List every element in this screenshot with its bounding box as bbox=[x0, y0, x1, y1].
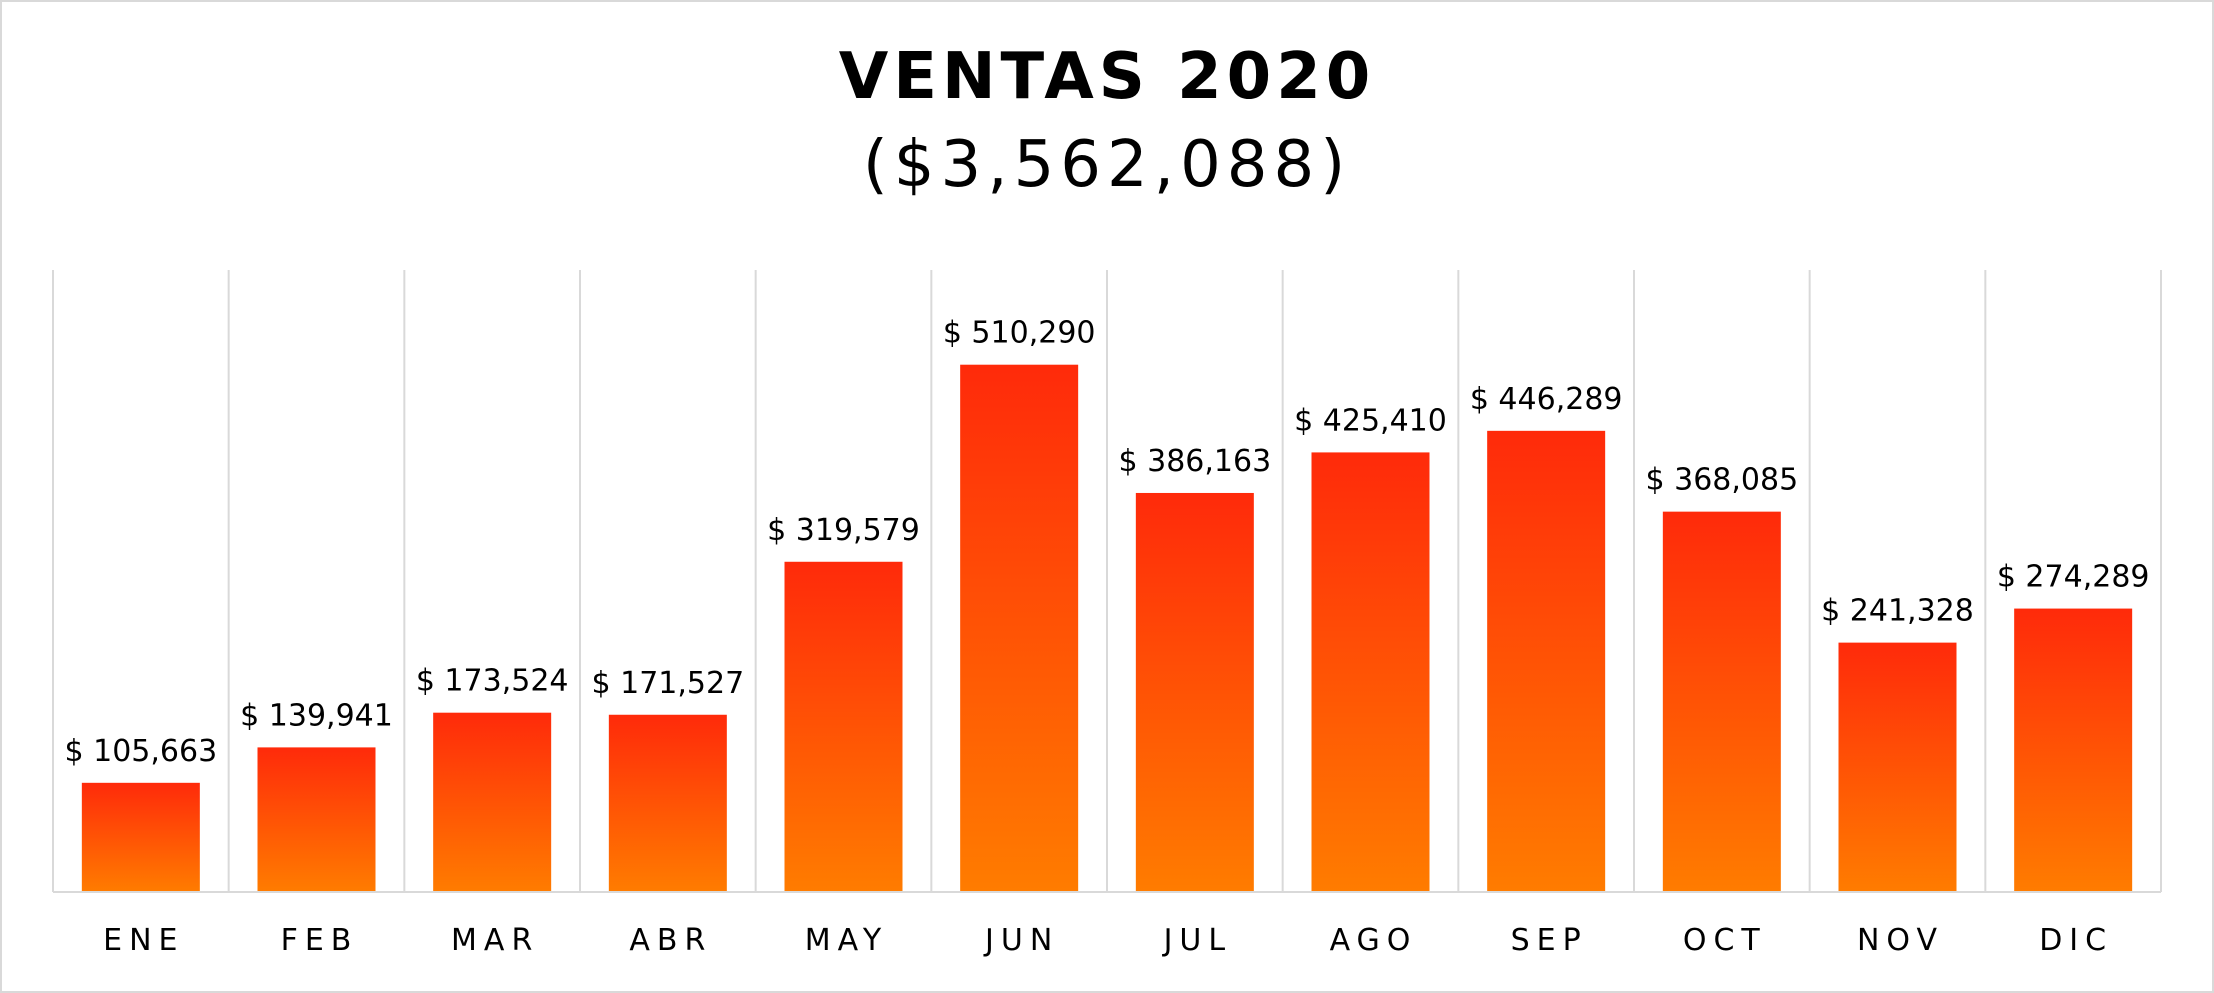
x-tick-label: AGO bbox=[1330, 923, 1418, 958]
x-tick-label: ABR bbox=[629, 923, 712, 958]
data-label: $ 425,410 bbox=[1294, 403, 1447, 438]
x-tick-label: OCT bbox=[1683, 923, 1767, 958]
x-tick-label: JUN bbox=[983, 923, 1059, 958]
bar-mar bbox=[433, 712, 552, 892]
x-tick-label: NOV bbox=[1857, 923, 1944, 958]
data-label: $ 368,085 bbox=[1645, 463, 1798, 498]
x-tick-label: MAR bbox=[451, 923, 539, 958]
bars bbox=[81, 364, 2133, 893]
x-tick-label: MAY bbox=[805, 923, 888, 958]
data-labels: $ 105,663 $ 139,941 $ 173,524 $ 171,527 $ 31… bbox=[64, 316, 2149, 769]
data-label: $ 446,289 bbox=[1470, 382, 1623, 417]
chart-title: VENTAS 2020 bbox=[838, 40, 1376, 114]
bar-oct bbox=[1662, 511, 1781, 892]
bar-ago bbox=[1311, 452, 1430, 892]
data-label: $ 386,163 bbox=[1118, 444, 1271, 479]
data-label: $ 171,527 bbox=[591, 666, 744, 701]
x-axis: ENE FEB MAR ABR MAY JUN JUL AGO SEP OCT NOV DIC bbox=[53, 891, 2161, 958]
x-tick-label: JUL bbox=[1162, 923, 1233, 958]
data-label: $ 241,328 bbox=[1821, 594, 1974, 629]
bar-jun bbox=[960, 364, 1079, 893]
data-label: $ 173,524 bbox=[416, 664, 569, 699]
bar-may bbox=[784, 561, 903, 892]
chart-subtitle: ($3,562,088) bbox=[862, 128, 1352, 202]
x-tick-label: DIC bbox=[2039, 923, 2113, 958]
x-tick-label: FEB bbox=[281, 923, 359, 958]
bar-jul bbox=[1135, 492, 1254, 892]
gridlines bbox=[52, 270, 2162, 892]
data-label: $ 139,941 bbox=[240, 698, 393, 733]
bar-abr bbox=[608, 714, 727, 892]
data-label: $ 510,290 bbox=[943, 316, 1096, 351]
bar-ene bbox=[81, 782, 200, 892]
bar-feb bbox=[257, 747, 376, 892]
x-tick-label: SEP bbox=[1511, 923, 1588, 958]
bar-nov bbox=[1838, 642, 1957, 892]
data-label: $ 105,663 bbox=[64, 734, 217, 769]
x-tick-label: ENE bbox=[103, 923, 184, 958]
data-label: $ 274,289 bbox=[1997, 560, 2150, 595]
bar-dic bbox=[2014, 608, 2133, 892]
bar-sep bbox=[1487, 430, 1606, 892]
data-label: $ 319,579 bbox=[767, 513, 920, 548]
